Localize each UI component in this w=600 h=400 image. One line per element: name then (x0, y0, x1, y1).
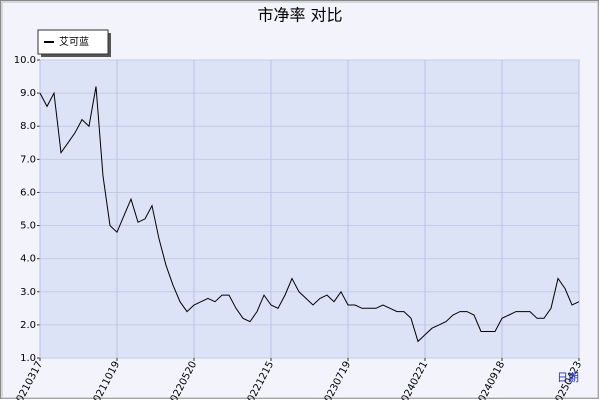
y-tick-label: 5.0 (20, 221, 36, 232)
series-line (39, 86, 580, 343)
chart-title: 市净率 对比 (257, 6, 342, 25)
legend-label: 艾可蓝 (59, 36, 89, 48)
y-tick-label: 4.0 (20, 254, 36, 265)
y-tick-label: 10.0 (14, 55, 36, 66)
legend: 艾可蓝 (37, 29, 111, 57)
marks (39, 86, 580, 343)
y-tick-label: 3.0 (20, 287, 36, 298)
y-tick-label: 6.0 (20, 187, 36, 198)
y-tick-label: 2.0 (20, 320, 36, 331)
y-tick-label: 9.0 (20, 88, 36, 99)
plot-area (39, 59, 580, 359)
y-tick-label: 7.0 (20, 154, 36, 165)
y-tick-label: 1.0 (20, 353, 36, 364)
x-axis-label: 日期 (557, 371, 579, 384)
y-tick-label: 8.0 (20, 121, 36, 132)
